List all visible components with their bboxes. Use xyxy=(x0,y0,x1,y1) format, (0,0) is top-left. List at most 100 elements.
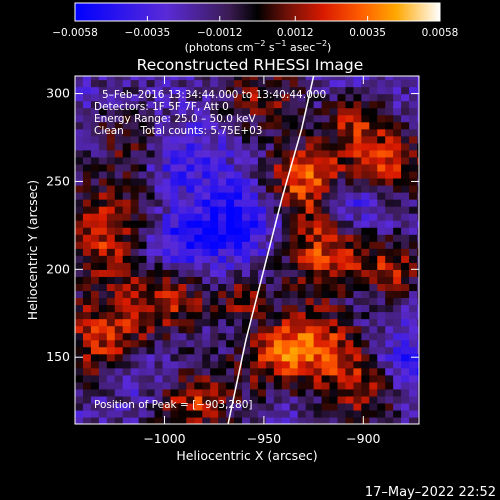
heatmap-cell xyxy=(281,311,291,320)
heatmap-cell xyxy=(361,135,370,144)
heatmap-cell xyxy=(345,269,354,277)
heatmap-cell xyxy=(162,297,172,306)
heatmap-cell xyxy=(170,79,179,88)
heatmap-cell xyxy=(98,353,108,362)
heatmap-cell xyxy=(361,220,370,228)
heatmap-cell xyxy=(82,297,92,306)
heatmap-cell xyxy=(417,170,419,179)
heatmap-cell xyxy=(178,297,187,306)
heatmap-cell xyxy=(210,255,219,263)
heatmap-cell xyxy=(186,114,195,123)
heatmap-cell xyxy=(329,339,339,348)
heatmap-cell xyxy=(210,114,219,123)
heatmap-cell xyxy=(154,86,164,95)
heatmap-cell xyxy=(242,409,251,418)
heatmap-cell xyxy=(98,381,108,390)
heatmap-cell xyxy=(210,374,219,383)
y-axis-label: Heliocentric Y (arcsec) xyxy=(25,180,40,320)
heatmap-cell xyxy=(226,416,235,424)
heatmap-cell xyxy=(369,76,378,81)
heatmap-cell xyxy=(178,402,187,411)
heatmap-cell xyxy=(114,114,124,123)
heatmap-cell xyxy=(218,353,227,362)
heatmap-cell xyxy=(194,121,203,130)
heatmap-cell xyxy=(305,388,315,397)
heatmap-cell xyxy=(162,184,172,193)
heatmap-cell xyxy=(313,107,323,116)
heatmap-cell xyxy=(353,135,362,144)
heatmap-cell xyxy=(226,283,235,292)
heatmap-cell xyxy=(361,395,370,404)
heatmap-cell xyxy=(162,220,172,228)
heatmap-cell xyxy=(98,269,108,277)
heatmap-cell xyxy=(321,184,331,193)
heatmap-cell xyxy=(162,353,172,362)
heatmap-cell xyxy=(305,163,315,172)
heatmap-cell xyxy=(154,318,164,327)
heatmap-cell xyxy=(401,374,410,383)
heatmap-cell xyxy=(154,388,164,397)
heatmap-cell xyxy=(257,346,267,355)
heatmap-cell xyxy=(90,93,100,102)
heatmap-cell xyxy=(337,416,347,424)
heatmap-cell xyxy=(210,192,219,200)
heatmap-cell xyxy=(75,332,84,341)
heatmap-cell xyxy=(337,332,347,341)
heatmap-cell xyxy=(154,311,164,320)
heatmap-cell xyxy=(321,100,331,109)
heatmap-cell xyxy=(281,325,291,334)
heatmap-cell xyxy=(226,142,235,151)
heatmap-cell xyxy=(281,409,291,418)
heatmap-cell xyxy=(194,395,203,404)
heatmap-cell xyxy=(385,283,394,292)
heatmap-cell xyxy=(417,381,419,390)
heatmap-cell xyxy=(417,367,419,376)
heatmap-cell xyxy=(361,149,370,158)
heatmap-cell xyxy=(409,163,418,172)
heatmap-cell xyxy=(178,192,187,200)
heatmap-cell xyxy=(377,234,386,242)
heatmap-cell xyxy=(210,402,219,411)
heatmap-cell xyxy=(337,262,347,270)
heatmap-cell xyxy=(273,409,283,418)
heatmap-cell xyxy=(154,241,164,249)
heatmap-cell xyxy=(146,304,156,313)
heatmap-cell xyxy=(297,107,307,116)
heatmap-cell xyxy=(257,184,267,193)
heatmap-cell xyxy=(106,353,116,362)
heatmap-cell xyxy=(361,107,370,116)
heatmap-cell xyxy=(194,76,203,81)
heatmap-cell xyxy=(297,93,307,102)
heatmap-cell xyxy=(154,107,164,116)
heatmap-cell xyxy=(377,255,386,263)
heatmap-cell xyxy=(98,402,108,411)
heatmap-cell xyxy=(202,360,211,369)
heatmap-cell xyxy=(178,262,187,270)
heatmap-cell xyxy=(337,248,347,256)
heatmap-cell xyxy=(385,79,394,88)
heatmap-cell xyxy=(75,192,84,200)
heatmap-cell xyxy=(106,325,116,334)
heatmap-cell xyxy=(106,402,116,411)
heatmap-cell xyxy=(218,107,227,116)
heatmap-cell xyxy=(130,93,140,102)
heatmap-cell xyxy=(194,107,203,116)
heatmap-cell xyxy=(162,402,172,411)
heatmap-cell xyxy=(401,255,410,263)
heatmap-cell xyxy=(154,206,164,214)
heatmap-cell xyxy=(98,206,108,214)
heatmap-cell xyxy=(273,177,283,186)
heatmap-cell xyxy=(122,114,132,123)
heatmap-cell xyxy=(98,156,108,165)
heatmap-cell xyxy=(321,114,331,123)
heatmap-cell xyxy=(353,220,362,228)
heatmap-cell xyxy=(186,79,195,88)
heatmap-cell xyxy=(353,388,362,397)
heatmap-cell xyxy=(361,325,370,334)
heatmap-cell xyxy=(202,135,211,144)
heatmap-cell xyxy=(297,339,307,348)
heatmap-cell xyxy=(154,93,164,102)
heatmap-cell xyxy=(162,107,172,116)
heatmap-cell xyxy=(154,149,164,158)
heatmap-cell xyxy=(281,241,291,249)
